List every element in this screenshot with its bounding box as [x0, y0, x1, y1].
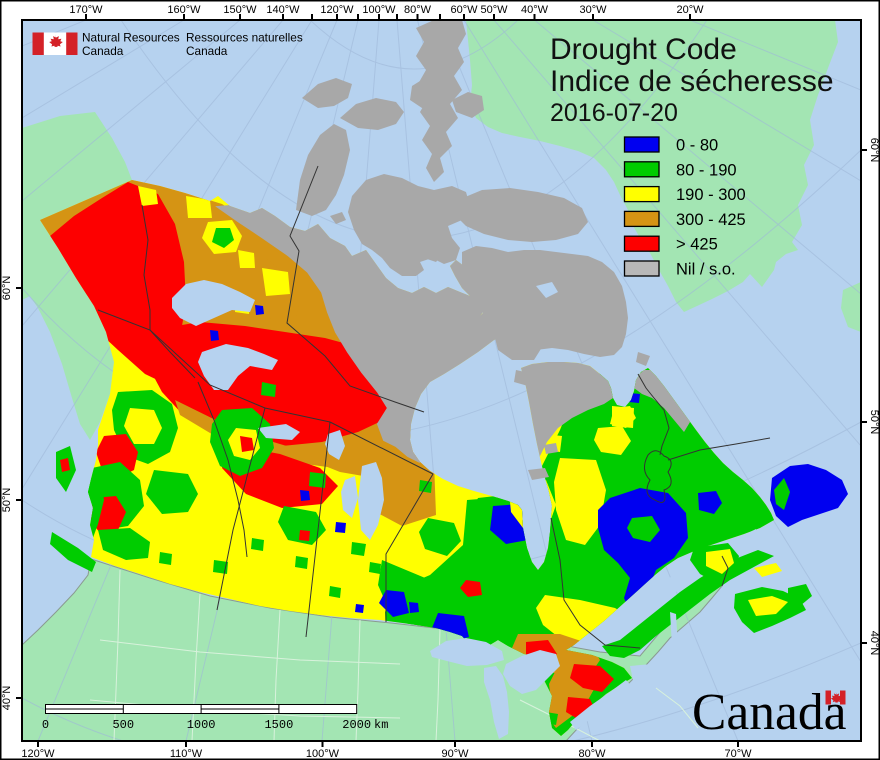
svg-text:160°W: 160°W — [167, 4, 201, 16]
svg-text:Canada: Canada — [692, 684, 847, 741]
svg-text:50°W: 50°W — [480, 4, 508, 16]
svg-text:500: 500 — [112, 718, 134, 732]
svg-text:40°N: 40°N — [1, 686, 13, 711]
svg-text:Canada: Canada — [82, 44, 124, 58]
svg-text:110°W: 110°W — [170, 748, 203, 760]
svg-text:30°W: 30°W — [579, 4, 607, 16]
svg-text:40°W: 40°W — [521, 4, 549, 16]
svg-text:120°W: 120°W — [320, 4, 354, 16]
svg-text:120°W: 120°W — [21, 748, 55, 760]
svg-text:150°W: 150°W — [223, 4, 257, 16]
svg-text:Ressources naturelles: Ressources naturelles — [186, 31, 303, 45]
svg-text:20°W: 20°W — [676, 4, 704, 16]
svg-text:0: 0 — [42, 718, 49, 732]
svg-text:1500: 1500 — [264, 718, 293, 732]
svg-text:km: km — [374, 718, 388, 732]
svg-text:70°W: 70°W — [724, 748, 752, 760]
svg-text:Natural Resources: Natural Resources — [82, 31, 180, 45]
svg-text:80 - 190: 80 - 190 — [676, 161, 737, 179]
svg-text:60°N: 60°N — [868, 138, 880, 163]
svg-text:0 - 80: 0 - 80 — [676, 137, 718, 155]
svg-text:2016-07-20: 2016-07-20 — [550, 99, 678, 127]
svg-text:50°N: 50°N — [868, 410, 880, 435]
svg-text:80°W: 80°W — [404, 4, 432, 16]
svg-text:60°W: 60°W — [450, 4, 478, 16]
svg-text:140°W: 140°W — [266, 4, 300, 16]
svg-text:170°W: 170°W — [69, 4, 103, 16]
svg-text:190 - 300: 190 - 300 — [676, 186, 746, 204]
svg-text:Canada: Canada — [186, 44, 228, 58]
svg-text:Indice de sécheresse: Indice de sécheresse — [550, 65, 834, 98]
svg-text:100°W: 100°W — [362, 4, 396, 16]
svg-text:1000: 1000 — [187, 718, 216, 732]
svg-text:300 - 425: 300 - 425 — [676, 211, 746, 229]
svg-text:50°N: 50°N — [1, 488, 13, 513]
svg-text:60°N: 60°N — [1, 276, 13, 301]
svg-text:> 425: > 425 — [676, 236, 718, 254]
svg-text:100°W: 100°W — [306, 748, 340, 760]
svg-text:80°W: 80°W — [578, 748, 606, 760]
svg-text:90°W: 90°W — [441, 748, 469, 760]
svg-text:Nil / s.o.: Nil / s.o. — [676, 261, 736, 279]
svg-text:40°N: 40°N — [868, 631, 880, 656]
svg-text:2000: 2000 — [342, 718, 371, 732]
svg-text:Drought Code: Drought Code — [550, 33, 737, 66]
